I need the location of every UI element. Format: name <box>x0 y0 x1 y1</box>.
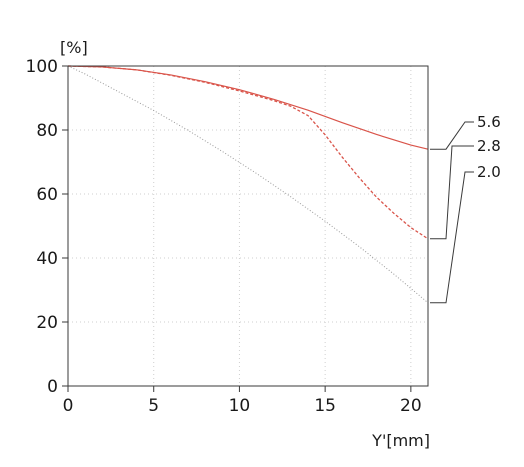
x-tick-label: 5 <box>148 396 159 416</box>
series-line-2-8 <box>67 65 429 240</box>
x-axis-unit-label: Y'[mm] <box>371 431 430 450</box>
legend-leader-2-0 <box>430 171 474 304</box>
legend-label-5-6: 5.6 <box>477 113 501 131</box>
legend: 5.6 2.8 2.0 <box>430 113 501 304</box>
y-axis-unit-label: [%] <box>60 38 88 57</box>
legend-leader-2-8 <box>430 145 474 240</box>
x-tick-label: 10 <box>229 396 251 416</box>
y-tick-label: 40 <box>36 249 58 269</box>
x-tick-label: 15 <box>314 396 336 416</box>
axes: 0 20 40 60 80 100 0 5 10 15 20 <box>26 57 429 416</box>
grid-lines <box>68 66 428 386</box>
y-tick-label: 100 <box>26 57 58 77</box>
y-tick-label: 80 <box>36 121 58 141</box>
x-tick-label: 0 <box>63 396 74 416</box>
series-line-2-0 <box>67 65 429 304</box>
legend-label-2-0: 2.0 <box>477 163 501 181</box>
series-lines <box>67 65 429 304</box>
y-tick-label: 0 <box>47 377 58 397</box>
x-tick-label: 20 <box>400 396 422 416</box>
legend-label-2-8: 2.8 <box>477 137 501 155</box>
plot-frame <box>67 65 429 387</box>
y-tick-label: 60 <box>36 185 58 205</box>
legend-leader-5-6 <box>430 121 474 150</box>
y-tick-label: 20 <box>36 313 58 333</box>
